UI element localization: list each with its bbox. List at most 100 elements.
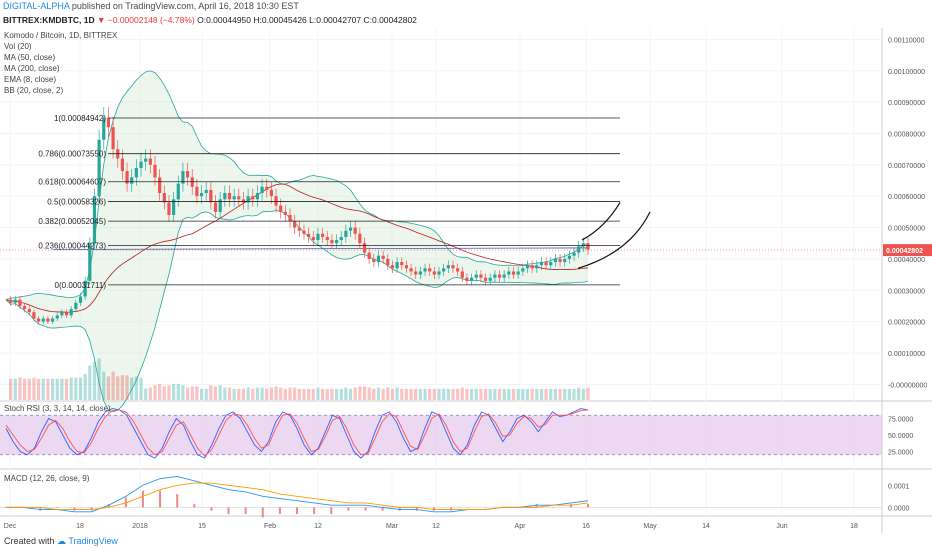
candle-body [386,258,390,266]
ohlc-values: O:0.00044950 H:0.00045426 L:0.00042707 C… [197,15,417,25]
macd-title: MACD (12, 26, close, 9) [4,474,90,483]
volume-bar [116,376,120,400]
volume-bar [176,384,180,400]
footer-bar: Created with ☁ TradingView [0,533,932,550]
volume-bar [260,387,264,400]
last-price-tag [883,244,932,257]
macd-histogram-bar [552,507,555,508]
candle-body [293,221,297,228]
bollinger-fill [6,70,588,412]
macd-histogram-bar [244,507,247,514]
volume-bar [167,385,171,400]
volume-bar [23,378,27,400]
volume-bar [36,378,41,400]
tradingview-brand[interactable]: TradingView [68,536,118,546]
volume-bar [92,362,97,400]
chart-svg[interactable]: 0.00110000 0.00100000 0.00090000 0.00080000… [0,28,932,533]
fib-level-label: 0(0.00031711) [55,281,107,290]
candle-body [390,265,395,269]
volume-bar [69,377,73,400]
volume-bar [325,388,329,400]
candle-body [213,202,218,212]
last-price-tag-label: 0.00042802 [886,248,923,255]
drawn-curve-lower [577,211,651,269]
volume-bar [493,388,497,400]
candle-body [339,236,343,241]
volume-bar [153,385,157,400]
candle-body [325,236,329,241]
candle-body [460,271,464,278]
stoch-rsi-k-line [5,408,589,459]
candle-body [465,277,469,281]
candle-body [549,262,553,266]
change-arrow-icon: ▼ [96,15,106,25]
volume-bar [241,388,246,400]
legend-line: Vol (20) [4,42,32,51]
candle-body [218,199,222,212]
volume-bar [581,388,585,400]
volume-bar [353,387,357,400]
candle-body [102,117,106,140]
volume-bar [470,388,474,400]
volume-bar [497,388,502,400]
candle-body [502,274,506,278]
candle-body [158,177,162,194]
author-link[interactable]: DIGITAL-ALPHA [3,1,70,11]
candle-body [442,268,446,272]
volume-bar [488,388,492,400]
volume-bar [88,365,92,400]
y-tick-label: 0.00090000 [888,100,925,107]
macd-histogram-bar [141,490,144,508]
volume-bar [162,386,166,400]
legend-line: MA (200, close) [4,64,60,73]
macd-histogram-bar [450,507,453,511]
volume-bar [288,387,292,400]
candle-body [507,271,511,275]
candle-body [69,309,73,316]
volume-bar [50,378,55,400]
candle-body [558,258,562,263]
y-tick-label: 0.00020000 [888,320,925,327]
x-tick-label: 16 [582,523,590,530]
candle-body [483,277,488,281]
y-tick-label: 0.00030000 [888,288,925,295]
volume-bar [330,388,334,400]
candle-body [418,271,422,275]
candle-body [521,268,525,272]
volume-bar [97,358,101,400]
candle-body [55,315,59,319]
volume-bar [451,388,455,400]
volume-bar [13,378,17,400]
x-tick-label: Dec [4,523,17,530]
candle-body [311,236,315,241]
volume-bar [572,388,576,400]
candle-body [176,183,180,200]
fib-level-label: 1(0.00084942) [54,114,106,123]
volume-bar [251,388,255,400]
candle-body [153,164,157,178]
candle-body [488,277,492,281]
candle-body [279,205,283,212]
volume-bar [456,388,460,400]
symbol-info-bar: BITTREX:KMDBTC, 1D ▼ −0.00002148 (−4.78%… [0,14,932,28]
candle-body [265,186,269,190]
volume-bar [237,388,241,400]
volume-bar [474,388,478,400]
chart-area[interactable]: 0.00110000 0.00100000 0.00090000 0.00080000… [0,28,932,533]
candle-body [567,255,571,259]
volume-bar [213,386,218,400]
volume-bar [279,387,283,400]
candle-body [283,211,287,215]
volume-bar [148,387,152,400]
candle-body [92,196,97,244]
candle-body [572,252,576,256]
volume-bar [367,387,371,400]
volume-bar [311,388,315,400]
candle-body [50,318,55,322]
candle-body [172,199,176,215]
candle-body [511,271,516,275]
stoch-rsi-band [0,415,882,455]
macd-histogram-bar [278,507,281,514]
candle-body [539,262,544,266]
macd-tick-label: 0.0001 [888,483,910,490]
